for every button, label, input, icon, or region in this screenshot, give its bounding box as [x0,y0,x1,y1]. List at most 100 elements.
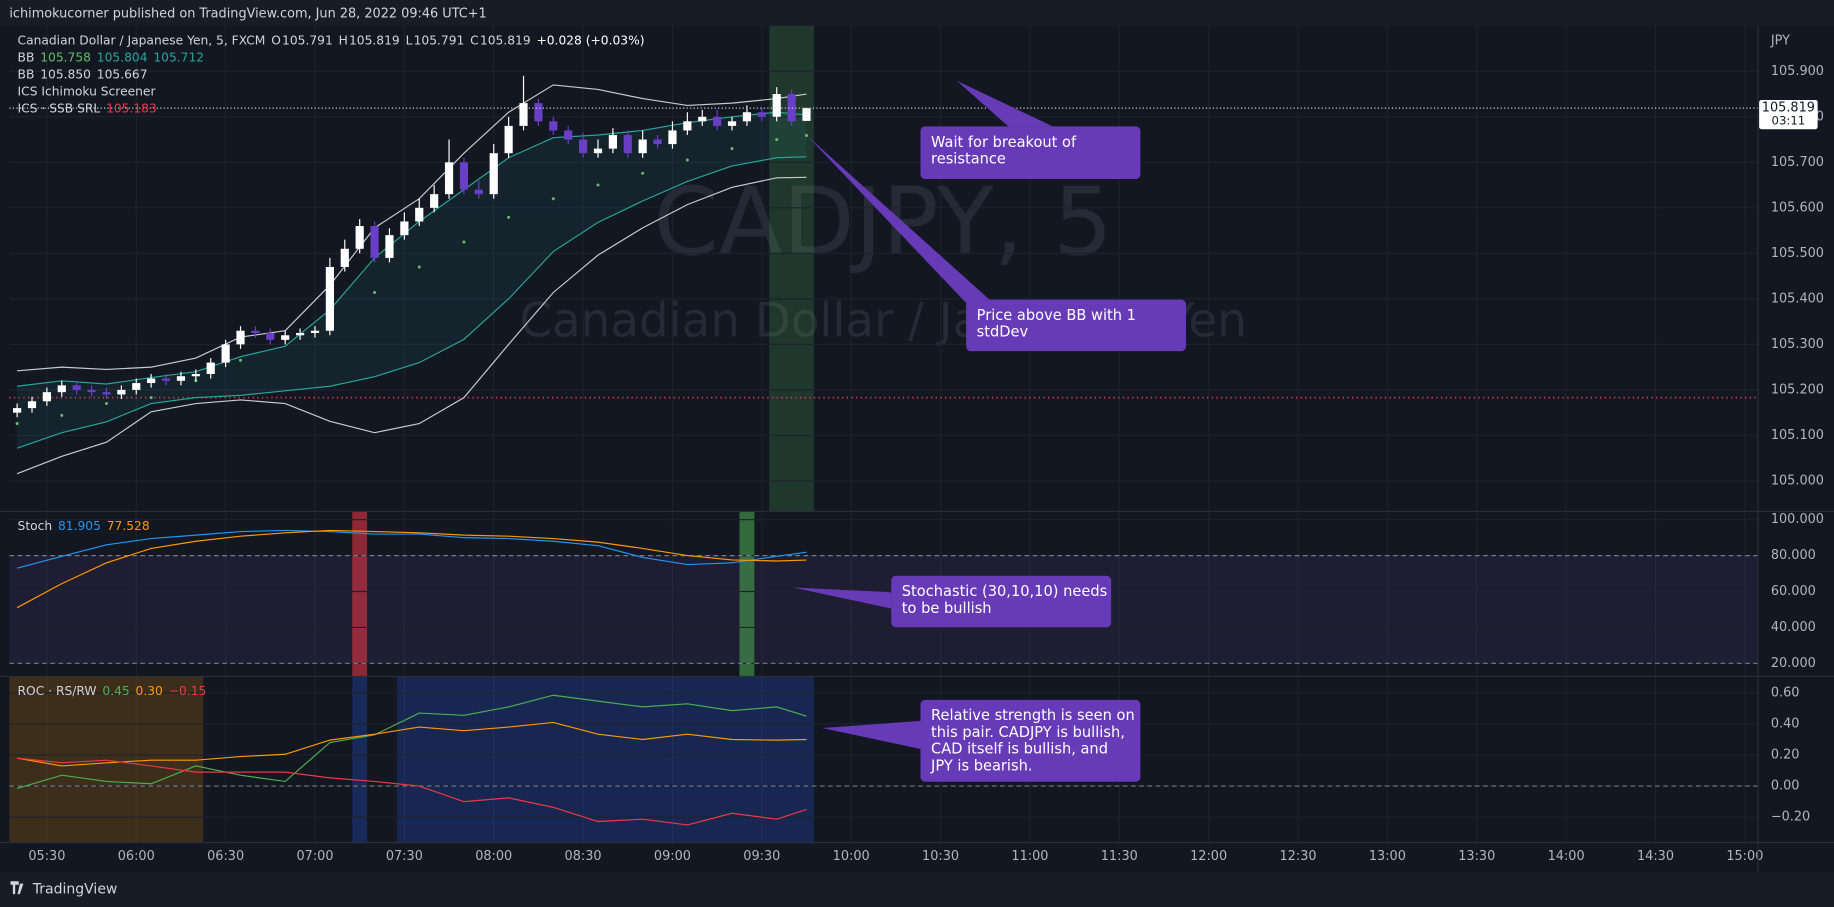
header-bar [0,0,1834,26]
candle-body [191,373,200,377]
bb-fill [17,112,807,449]
candle-body [385,235,394,258]
callout-text: CAD itself is bullish, and [931,741,1108,758]
callout-box [920,699,1141,782]
candle-body [132,383,141,390]
dot [596,183,600,187]
legend-item: BB [18,67,35,81]
candle-body [176,376,186,381]
line [16,176,807,475]
x-tick-label: 09:30 [743,849,780,864]
dot [641,171,645,175]
legend-item: L [406,33,413,47]
x-tick-label: 10:00 [833,849,870,864]
dot [507,215,511,219]
y-tick-label: 0.60 [1771,685,1800,700]
candle-body [281,335,290,340]
dot [775,138,779,142]
y-tick-label: 105.100 [1771,428,1824,443]
candle-body [727,121,737,126]
y-tick-label: 105.300 [1771,337,1824,352]
candle-body [206,362,215,374]
dot [804,133,809,137]
x-tick-label: 15:00 [1726,849,1763,864]
callout-box [920,126,1141,180]
highlight [739,511,755,677]
callout-pointer [822,720,921,750]
candle-body [742,112,752,122]
x-tick-label: 12:00 [1190,849,1227,864]
candle-body [579,139,588,154]
candle-body [57,385,66,393]
candle-body [638,139,647,154]
candle-body [251,330,260,333]
candle-body [221,344,230,363]
candle-body [549,121,558,131]
candle-body [668,130,677,145]
legend-item: BB [18,50,35,64]
candle-body [504,125,513,154]
legend-item: 105.791 [282,33,333,47]
y-tick-label: 0.20 [1771,748,1800,763]
candle-body [757,112,766,117]
x-tick-label: 08:00 [475,849,512,864]
legend-item: 0.30 [136,684,163,698]
dot [149,396,153,400]
x-tick-label: 09:00 [654,849,691,864]
y-tick-label: 105.900 [1771,64,1824,79]
legend-item: 105.804 [97,50,148,64]
band [9,555,1758,664]
line [16,529,807,569]
dot [373,290,377,295]
legend-item: ICS · SSB SRL [18,101,101,115]
x-tick-label: 12:30 [1280,849,1317,864]
candle-body [534,103,543,122]
y-tick-label: 80.000 [1771,548,1816,563]
highlight [352,676,368,843]
candle-body [772,94,781,117]
candle-body [102,392,111,395]
line [16,529,807,609]
x-tick-label: 14:00 [1548,849,1585,864]
logo [10,881,24,895]
y-tick-label: 0.40 [1771,716,1800,731]
y-tick-label: 60.000 [1771,584,1816,599]
dot [15,422,19,426]
x-tick-label: 06:30 [207,849,244,864]
callout-pointer [807,135,990,307]
x-tick-label: 05:30 [28,849,65,864]
candle-body [564,130,573,140]
candle-body [489,153,498,195]
legend-item: +0.028 (+0.03%) [536,33,644,47]
candle-body [623,134,632,154]
candle-body [787,94,796,122]
candle-body [400,221,409,236]
candle-body [802,108,811,121]
legend-item: 105.183 [106,101,157,115]
candle-body [430,194,439,208]
callout-box [891,575,1112,628]
dot [551,197,555,201]
legend-item: O [271,33,281,47]
legend-item: Canadian Dollar / Japanese Yen, 5, FXCM [18,33,266,47]
callout-text: Relative strength is seen on [931,707,1135,724]
callout-text: JPY is bearish. [930,757,1032,774]
legend-item: 0.45 [102,684,129,698]
candle-body [653,139,662,145]
dot [60,413,64,417]
y-tick-label: 105.000 [1771,473,1824,488]
dot [238,358,243,362]
y-tick-label: −0.20 [1771,810,1810,825]
candle-body [713,116,722,126]
line [16,694,807,789]
y-tick-label: 0.00 [1771,779,1800,794]
x-tick-label: 14:30 [1637,849,1674,864]
callout-text: Price above BB with 1 [977,307,1136,324]
dot [417,265,421,269]
candle-body [27,401,37,409]
legend-item: 105.819 [480,33,531,47]
legend-item: 105.758 [40,50,91,64]
legend-item: ICS Ichimoku Screener [18,84,157,98]
